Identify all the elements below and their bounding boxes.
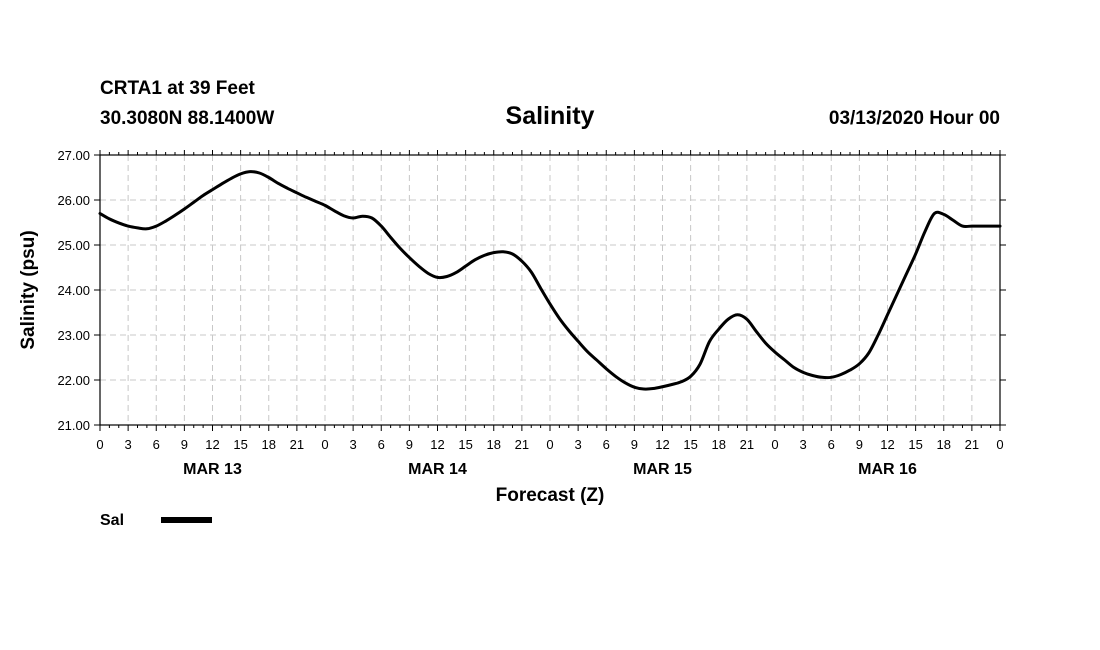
x-tick-label: 15	[233, 437, 247, 452]
x-tick-label: 0	[771, 437, 778, 452]
day-label: MAR 14	[408, 461, 467, 478]
legend-label: Sal	[100, 512, 124, 529]
plot-frame	[99, 154, 1001, 426]
x-tick-label: 9	[856, 437, 863, 452]
x-tick-label: 0	[996, 437, 1003, 452]
x-tick-label: 18	[262, 437, 276, 452]
x-tick-label: 12	[205, 437, 219, 452]
x-tick-label: 6	[603, 437, 610, 452]
x-tick-label: 18	[487, 437, 501, 452]
run-time-label: 03/13/2020 Hour 00	[829, 108, 1000, 129]
x-tick-label: 18	[937, 437, 951, 452]
x-tick-label: 15	[683, 437, 697, 452]
x-tick-label: 12	[655, 437, 669, 452]
x-tick-label: 0	[96, 437, 103, 452]
x-tick-label: 15	[458, 437, 472, 452]
x-tick-label: 6	[378, 437, 385, 452]
coords-label: 30.3080N 88.1400W	[100, 108, 274, 129]
x-tick-label: 9	[631, 437, 638, 452]
grid	[100, 155, 1000, 425]
x-tick-label: 21	[290, 437, 304, 452]
x-tick-label: 12	[430, 437, 444, 452]
x-tick-label: 21	[515, 437, 529, 452]
y-tick-label: 23.00	[57, 328, 90, 343]
chart-title: Salinity	[506, 102, 595, 130]
y-axis-title: Salinity (psu)	[18, 230, 39, 349]
y-tick-label: 21.00	[57, 418, 90, 433]
y-tick-label: 22.00	[57, 373, 90, 388]
x-tick-label: 3	[125, 437, 132, 452]
y-axis: 21.00 22.00 23.00 24.00 25.00 26.00 27.00	[57, 148, 1006, 433]
y-tick-label: 26.00	[57, 193, 90, 208]
y-tick-label: 27.00	[57, 148, 90, 163]
x-tick-label: 15	[908, 437, 922, 452]
x-tick-label: 21	[965, 437, 979, 452]
day-label: MAR 13	[183, 461, 242, 478]
x-tick-label: 3	[800, 437, 807, 452]
x-tick-label: 9	[406, 437, 413, 452]
day-label: MAR 16	[858, 461, 917, 478]
series-layer	[98, 170, 1002, 391]
x-tick-label: 6	[828, 437, 835, 452]
series-line-sal	[98, 170, 1002, 391]
x-tick-label: 3	[350, 437, 357, 452]
x-tick-label: 6	[153, 437, 160, 452]
x-tick-label: 0	[321, 437, 328, 452]
y-tick-label: 25.00	[57, 238, 90, 253]
x-tick-label: 9	[181, 437, 188, 452]
x-tick-label: 21	[740, 437, 754, 452]
day-label: MAR 15	[633, 461, 692, 478]
x-tick-label: 12	[880, 437, 894, 452]
x-axis-title: Forecast (Z)	[496, 485, 605, 506]
station-label: CRTA1 at 39 Feet	[100, 78, 256, 99]
x-tick-label: 0	[546, 437, 553, 452]
y-tick-label: 24.00	[57, 283, 90, 298]
x-tick-label: 3	[575, 437, 582, 452]
x-tick-label: 18	[712, 437, 726, 452]
